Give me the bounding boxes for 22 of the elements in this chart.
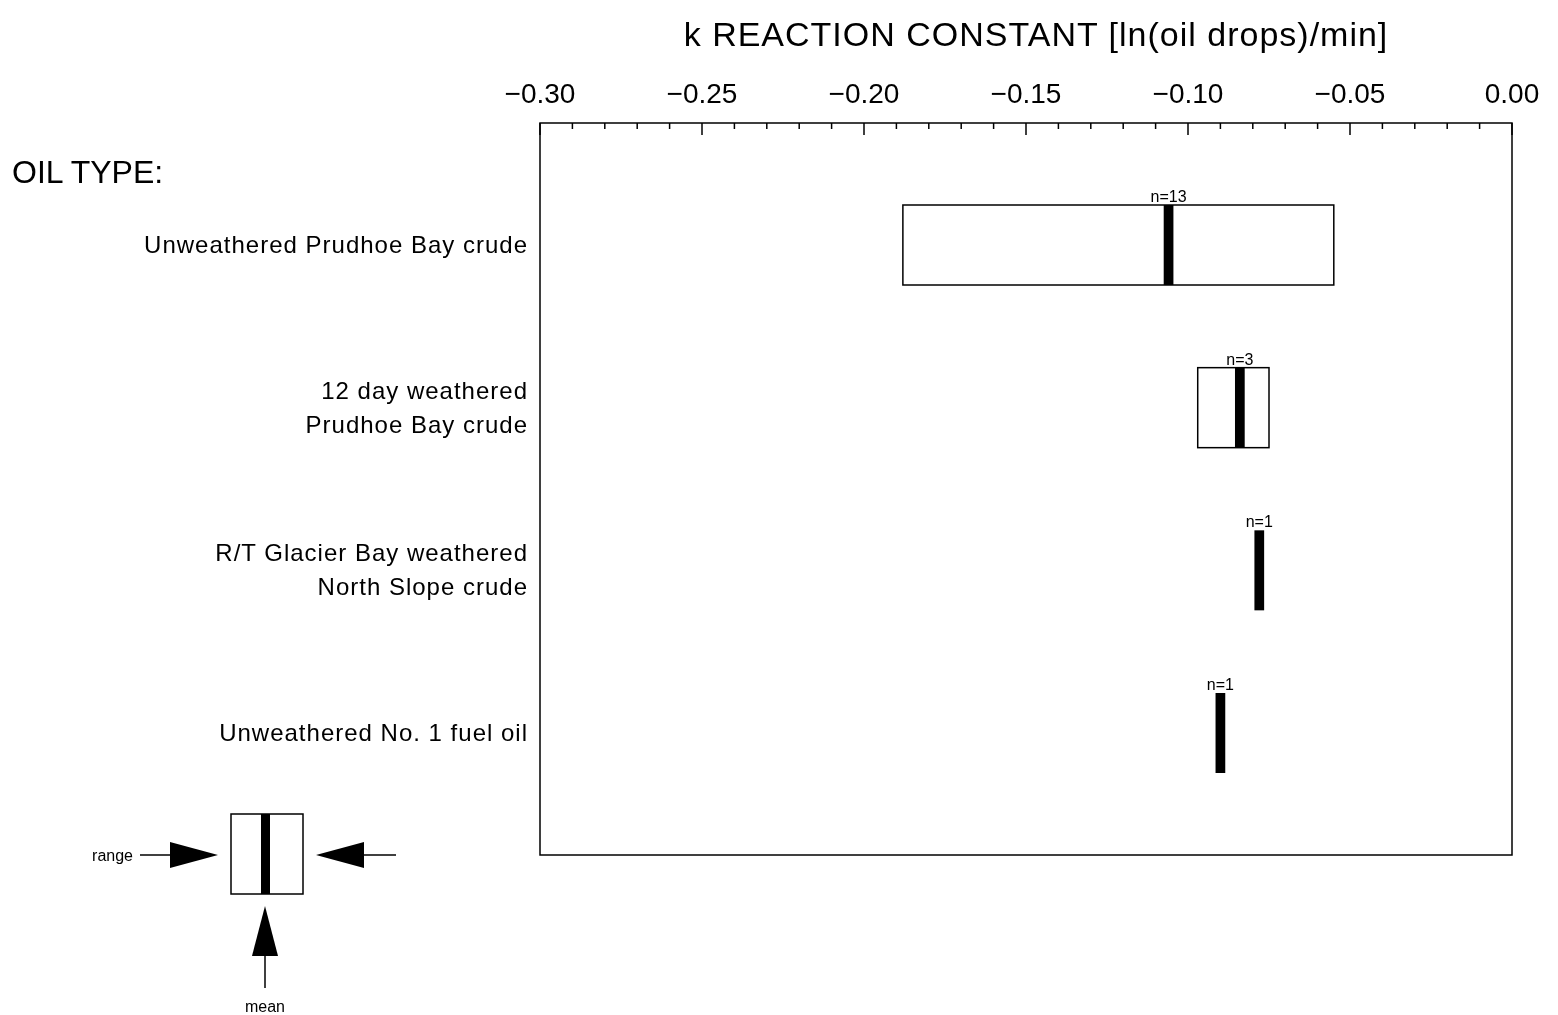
annotation: n=13 bbox=[1150, 188, 1187, 205]
x-tick-label: −0.30 bbox=[504, 78, 576, 109]
y-tick-label: Unweathered Prudhoe Bay crude bbox=[144, 231, 528, 258]
y-tick-label: Unweathered No. 1 fuel oil bbox=[219, 719, 528, 746]
x-tick-label: 0.00 bbox=[1484, 78, 1540, 109]
text: mean bbox=[244, 998, 286, 1015]
x-axis-title: k REACTION CONSTANT [ln(oil drops)/min] bbox=[683, 15, 1389, 53]
bar bbox=[902, 204, 1335, 286]
y-tick-label: R/T Glacier Bay weathered North Slope crude bbox=[215, 539, 528, 601]
x-tick-label: −0.05 bbox=[1314, 78, 1386, 109]
bar bbox=[1215, 693, 1226, 773]
text: range bbox=[92, 847, 134, 864]
bar bbox=[1254, 530, 1265, 611]
x-tick-label: −0.15 bbox=[990, 78, 1062, 109]
x-tick-label: −0.25 bbox=[666, 78, 738, 109]
annotation: n=1 bbox=[1245, 513, 1273, 531]
y-axis-title: OIL TYPE: bbox=[12, 154, 164, 190]
x-tick-label: −0.20 bbox=[828, 78, 900, 109]
annotation: n=1 bbox=[1206, 676, 1235, 693]
x-tick-label: −0.10 bbox=[1152, 78, 1224, 109]
y-tick-label: 12 day weathered Prudhoe Bay crude bbox=[305, 376, 528, 438]
annotation: n=3 bbox=[1226, 350, 1254, 368]
